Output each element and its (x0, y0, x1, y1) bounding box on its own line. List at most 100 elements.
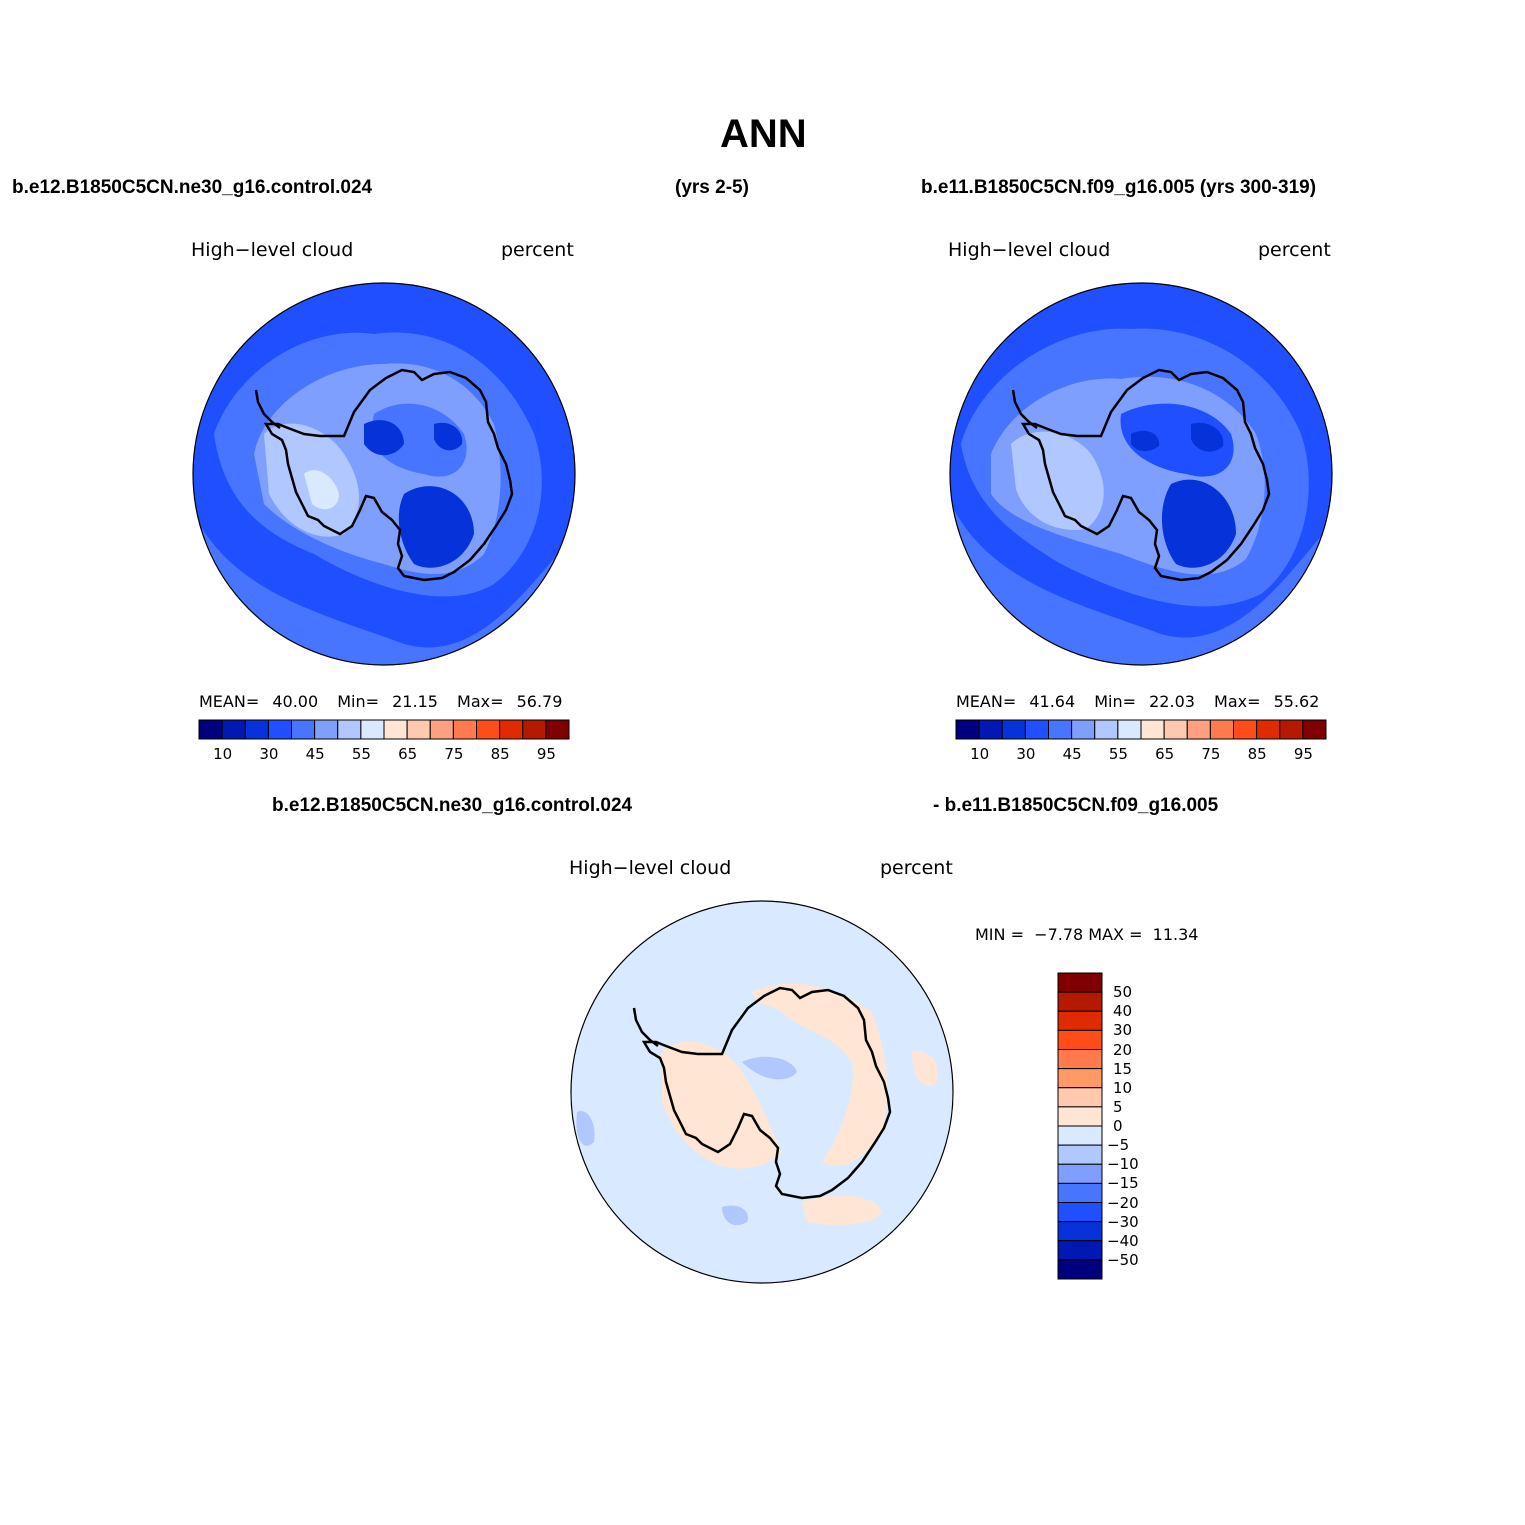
colorbar-tick-label: 95 (536, 745, 556, 763)
page-title: ANN (720, 112, 807, 156)
max-label: Max= (1214, 692, 1261, 711)
colorbar-swatch (1048, 719, 1073, 740)
diff-case-a: b.e12.B1850C5CN.ne30_g16.control.024 (272, 795, 633, 816)
variable-label-right: High−level cloud (948, 239, 1111, 261)
colorbar-swatch (337, 719, 362, 740)
colorbar-swatch (1057, 1163, 1103, 1184)
colorbar-right (955, 719, 1327, 740)
colorbar-swatch (1186, 719, 1211, 740)
colorbar-swatch (1057, 1240, 1103, 1261)
max-label: Max= (457, 692, 504, 711)
min-label: Min= (337, 692, 380, 711)
colorbar-swatch (198, 719, 223, 740)
colorbar-swatch (476, 719, 501, 740)
colorbar-swatch (1057, 1106, 1103, 1127)
diff-minmax: MIN = −7.78 MAX = 11.34 (975, 925, 1199, 944)
colorbar-tick-label: −50 (1107, 1250, 1139, 1269)
colorbar-tick-label: 85 (490, 745, 510, 763)
colorbar-swatch (1071, 719, 1096, 740)
colorbar-swatch (1302, 719, 1327, 740)
colorbar-swatch (406, 719, 431, 740)
variable-label-left: High−level cloud (191, 239, 354, 261)
colorbar-tick-label: 20 (1113, 1040, 1133, 1059)
colorbar-tick-label: −20 (1107, 1193, 1139, 1212)
colorbar-left (198, 719, 570, 740)
colorbar-tick-label: 30 (1016, 745, 1036, 763)
colorbar-tick-label: −40 (1107, 1231, 1139, 1250)
colorbar-tick-label: 95 (1293, 745, 1313, 763)
colorbar-swatch (1057, 1087, 1103, 1108)
colorbar-tick-label: −30 (1107, 1212, 1139, 1231)
colorbar-swatch (1057, 1049, 1103, 1070)
colorbar-tick-label: 0 (1113, 1117, 1123, 1135)
min-label: Min= (1094, 692, 1137, 711)
colorbar-swatch (1057, 972, 1103, 993)
colorbar-swatch (1057, 1182, 1103, 1203)
colorbar-tick-label: 65 (1155, 745, 1175, 763)
colorbar-tick-label: 55 (1108, 745, 1128, 763)
colorbar-tick-label: 10 (213, 745, 233, 763)
colorbar-swatch (1057, 1029, 1103, 1050)
colorbar-swatch (1057, 1144, 1103, 1165)
colorbar-tick-label: 5 (1113, 1097, 1123, 1116)
units-label-left: percent (501, 239, 574, 261)
map-panel-left (193, 283, 575, 665)
colorbar-swatch (1057, 1010, 1103, 1031)
colorbar-swatch (1117, 719, 1142, 740)
max-value: 55.62 (1273, 692, 1320, 711)
colorbar-swatch (360, 719, 385, 740)
colorbar-tick-label: −15 (1107, 1174, 1139, 1193)
case-label-right: b.e11.B1850C5CN.f09_g16.005 (yrs 300-319… (921, 177, 1317, 198)
mean-value: 40.00 (272, 692, 319, 711)
colorbar-swatch (1279, 719, 1304, 740)
colorbar-tick-label: 55 (351, 745, 371, 763)
years-label-left: (yrs 2-5) (675, 177, 749, 198)
colorbar-tick-label: 10 (970, 745, 990, 763)
colorbar-tick-label: 10 (1113, 1078, 1133, 1097)
colorbar-swatch (522, 719, 547, 740)
colorbar-swatch (221, 719, 246, 740)
colorbar-swatch (244, 719, 269, 740)
colorbar-swatch (1233, 719, 1258, 740)
stats-right: MEAN= 41.64 Min= 22.03 Max= 55.62 (956, 692, 1319, 711)
mean-label: MEAN= (199, 692, 260, 711)
diff-case-b: - b.e11.B1850C5CN.f09_g16.005 (933, 795, 1219, 816)
variable-label-diff: High−level cloud (569, 857, 732, 879)
units-label-right: percent (1258, 239, 1331, 261)
colorbar-swatch (955, 719, 980, 740)
colorbar-swatch (314, 719, 339, 740)
min-value: 21.15 (392, 692, 438, 711)
colorbar-swatch (978, 719, 1003, 740)
colorbar-swatch (1057, 1068, 1103, 1089)
mean-label: MEAN= (956, 692, 1017, 711)
colorbar-tick-label: 50 (1113, 983, 1133, 1002)
mean-value: 41.64 (1029, 692, 1076, 711)
colorbar-tick-label: 75 (444, 745, 464, 763)
colorbar-swatch (1163, 719, 1188, 740)
colorbar-swatch (1140, 719, 1165, 740)
colorbar-tick-label: 30 (259, 745, 279, 763)
colorbar-tick-label: −10 (1107, 1155, 1139, 1174)
colorbar-tick-label: 40 (1113, 1002, 1133, 1021)
colorbar-tick-label: 85 (1247, 745, 1267, 763)
colorbar-swatch (1057, 1259, 1103, 1280)
stats-left: MEAN= 40.00 Min= 21.15 Max= 56.79 (199, 692, 562, 711)
colorbar-swatch (267, 719, 292, 740)
colorbar-swatch (429, 719, 454, 740)
colorbar-swatch (1094, 719, 1119, 740)
colorbar-swatch (1001, 719, 1026, 740)
colorbar-diff (1057, 972, 1103, 1280)
colorbar-swatch (291, 719, 316, 740)
colorbar-swatch (1057, 1202, 1103, 1223)
colorbar-swatch (1057, 991, 1103, 1012)
colorbar-swatch (1209, 719, 1234, 740)
colorbar-tick-label: 45 (1062, 745, 1082, 763)
colorbar-tick-label: 15 (1113, 1059, 1133, 1078)
colorbar-swatch (545, 719, 570, 740)
colorbar-swatch (1024, 719, 1049, 740)
min-value: 22.03 (1149, 692, 1195, 711)
colorbar-tick-label: −5 (1107, 1136, 1130, 1155)
map-panel-diff (571, 901, 953, 1283)
colorbar-swatch (452, 719, 477, 740)
